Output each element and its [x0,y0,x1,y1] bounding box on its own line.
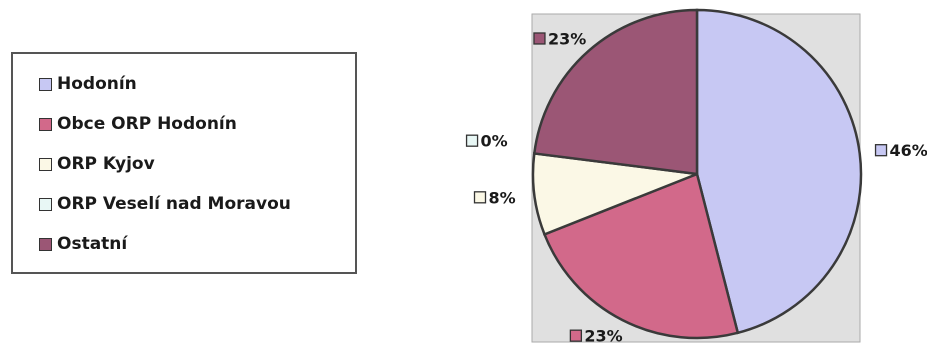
pie-data-labels: 46% 23% 8% 0% 23% [465,29,927,346]
pie-slice-ostatni [532,8,699,176]
legend-item-orp-kyjov: ORP Kyjov [13,144,355,184]
data-label-text-orp-kyjov: 8% [488,188,515,207]
pie-slice-obce-orp-hodonin [542,172,740,340]
data-label-text-orp-veseli: 0% [481,132,508,151]
legend-swatch-orp-veseli [39,197,52,211]
data-label-text-hodonin: 46% [890,141,927,160]
legend-swatch-ostatni [39,237,52,251]
legend-swatch-hodonin [39,77,52,91]
legend-label-ostatni: Ostatní [57,234,128,254]
legend-item-hodonin: Hodonín [13,64,355,104]
legend-item-obce-orp-hodonin: Obce ORP Hodonín [13,104,355,144]
data-label-swatch-hodonin [874,144,888,157]
legend-swatch-obce-orp-hodonin [39,117,52,131]
legend-label-hodonin: Hodonín [57,74,137,94]
pie-slices [531,8,863,340]
legend-item-orp-veseli: ORP Veselí nad Moravou [13,184,355,224]
data-label-swatch-orp-kyjov [473,191,487,204]
data-label-orp-veseli: 0% [465,132,508,151]
data-label-swatch-obce-orp-hodonin [569,329,583,342]
data-label-text-ostatni: 23% [548,29,586,48]
data-label-swatch-ostatni [533,32,546,45]
pie-slice-hodonin [695,8,863,335]
data-label-swatch-orp-veseli [465,134,479,147]
data-label-text-obce-orp-hodonin: 23% [584,327,622,346]
data-label-obce-orp-hodonin: 23% [569,327,623,346]
legend-label-obce-orp-hodonin: Obce ORP Hodonín [57,114,237,134]
legend-label-orp-kyjov: ORP Kyjov [57,154,155,174]
chart-legend: Hodonín Obce ORP Hodonín ORP Kyjov ORP V… [11,52,357,274]
legend-item-ostatni: Ostatní [13,224,355,264]
data-label-ostatni: 23% [533,29,586,48]
legend-swatch-orp-kyjov [39,157,52,171]
legend-label-orp-veseli: ORP Veselí nad Moravou [57,194,291,214]
data-label-hodonin: 46% [874,141,927,160]
data-label-orp-kyjov: 8% [473,188,516,207]
